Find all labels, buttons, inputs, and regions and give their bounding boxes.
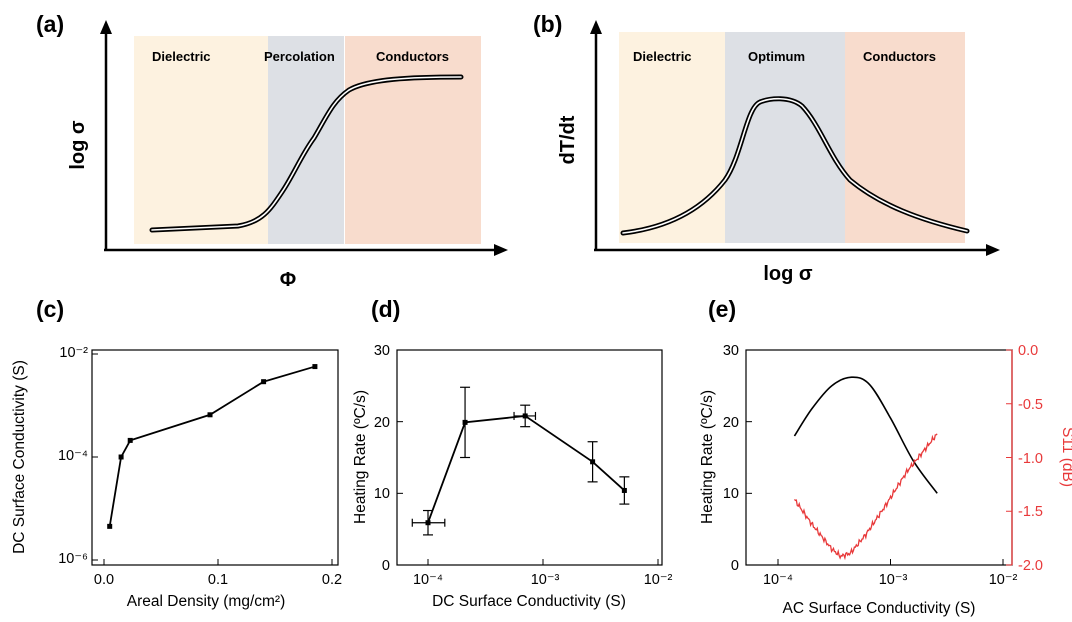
data-point-d-2 — [522, 413, 528, 419]
plot-frame-e — [745, 349, 1013, 566]
x-tick-label-e-1: 10⁻³ — [879, 572, 908, 588]
y-tick-label-c-1: 10⁻⁴ — [58, 448, 88, 464]
ylabel-d: Heating Rate (ºC/s) — [352, 390, 369, 524]
y-tick-label-e-0: 0 — [731, 558, 739, 574]
ylabel-b: dT/dt — [557, 115, 579, 164]
xlabel-a: Φ — [280, 269, 296, 291]
data-point-d-4 — [621, 487, 627, 493]
y-tick-label-e-2: 20 — [723, 415, 739, 431]
panel-letter-c: (c) — [36, 296, 64, 322]
data-point-c-5 — [312, 364, 318, 370]
curve-inner-a — [151, 76, 462, 231]
y2label-e: S11 (dB) — [1059, 427, 1072, 487]
xlabel-c: Areal Density (mg/cm²) — [127, 593, 285, 610]
data-point-d-3 — [590, 459, 596, 465]
x-axis-arrow-b — [986, 244, 1000, 256]
y-tick-label-c-0: 10⁻² — [59, 345, 88, 361]
data-point-c-2 — [127, 437, 133, 443]
ticks-c — [92, 353, 333, 565]
plot-frame-d — [396, 349, 663, 566]
y2-tick-label-e-2: -1.0 — [1018, 451, 1043, 467]
region-dielectric-a — [134, 36, 268, 244]
data-point-c-4 — [261, 379, 267, 385]
panel-d: (d) 10⁻⁴ 10⁻³ 10⁻² 0 10 20 30 DC Surface… — [352, 296, 672, 610]
panel-letter-b: (b) — [533, 11, 562, 37]
region-dielectric-b — [619, 32, 725, 243]
plot-frame-c — [91, 349, 339, 566]
x-tick-label-c-1: 0.1 — [208, 572, 228, 588]
y2-tick-label-e-1: -0.5 — [1018, 397, 1043, 413]
y-axis-arrow-a — [100, 20, 112, 34]
ylabel-e: Heating Rate (ºC/s) — [699, 390, 716, 524]
region-label-dielectric-b: Dielectric — [633, 49, 692, 64]
y-tick-label-d-1: 10 — [374, 486, 390, 502]
region-label-optimum-b: Optimum — [748, 49, 805, 64]
panel-e: (e) 10⁻⁴ 10⁻³ 10⁻² 0 10 20 30 0.0 -0.5 -… — [699, 296, 1072, 617]
series-line-c — [108, 365, 316, 527]
xlabel-e: AC Surface Conductivity (S) — [783, 600, 976, 617]
panel-letter-d: (d) — [371, 296, 400, 322]
x-tick-label-c-0: 0.0 — [94, 572, 114, 588]
region-label-percolation-a: Percolation — [264, 49, 335, 64]
xlabel-d: DC Surface Conductivity (S) — [432, 593, 626, 610]
panel-b: Dielectric Optimum Conductors dT/dt log … — [533, 11, 1000, 285]
data-point-d-0 — [425, 520, 431, 526]
panel-letter-e: (e) — [708, 296, 736, 322]
series-line-d — [427, 415, 625, 524]
x-tick-label-e-0: 10⁻⁴ — [763, 572, 793, 588]
ticks-e — [746, 349, 1012, 566]
data-point-c-0 — [107, 523, 113, 529]
s11-line-e — [793, 433, 938, 561]
region-label-conductors-a: Conductors — [376, 49, 449, 64]
x-tick-label-d-0: 10⁻⁴ — [413, 572, 443, 588]
ylabel-c: DC Surface Conductivity (S) — [11, 360, 28, 554]
data-point-c-3 — [207, 412, 213, 418]
panel-letter-a: (a) — [36, 11, 64, 37]
x-tick-label-d-2: 10⁻² — [644, 572, 673, 588]
curve-inner-b — [622, 97, 968, 234]
data-e — [793, 350, 1013, 565]
x-tick-label-d-1: 10⁻³ — [531, 572, 560, 588]
y-axis-arrow-b — [590, 20, 602, 34]
y-tick-label-d-2: 20 — [374, 415, 390, 431]
region-label-dielectric-a: Dielectric — [152, 49, 211, 64]
y2-tick-label-e-3: -1.5 — [1018, 504, 1043, 520]
x-axis-arrow-a — [494, 244, 508, 256]
x-tick-label-e-2: 10⁻² — [989, 572, 1018, 588]
region-conductors-a — [345, 36, 481, 244]
y-tick-label-e-1: 10 — [723, 486, 739, 502]
panel-c: (c) 0.0 0.1 0.2 10⁻² 10⁻⁴ 10⁻⁶ Areal Den… — [11, 296, 342, 610]
y-tick-label-c-2: 10⁻⁶ — [58, 551, 88, 567]
data-point-c-1 — [118, 454, 124, 460]
ticks-d — [397, 349, 659, 566]
region-percolation-a — [268, 36, 344, 244]
xlabel-b: log σ — [763, 263, 813, 285]
heating-rate-line-e — [793, 376, 938, 494]
data-d — [411, 386, 630, 536]
y2-tick-label-e-0: 0.0 — [1018, 343, 1038, 359]
y-tick-label-d-3: 30 — [374, 343, 390, 359]
x-tick-label-c-2: 0.2 — [322, 572, 342, 588]
region-label-conductors-b: Conductors — [863, 49, 936, 64]
y2-tick-label-e-4: -2.0 — [1018, 558, 1043, 574]
data-c — [107, 364, 318, 529]
y-tick-label-e-3: 30 — [723, 343, 739, 359]
region-conductors-b — [845, 32, 965, 243]
y-tick-label-d-0: 0 — [382, 558, 390, 574]
panel-a: Dielectric Percolation Conductors log σ … — [36, 11, 508, 291]
data-point-d-1 — [462, 419, 468, 425]
ylabel-a: log σ — [67, 120, 89, 170]
